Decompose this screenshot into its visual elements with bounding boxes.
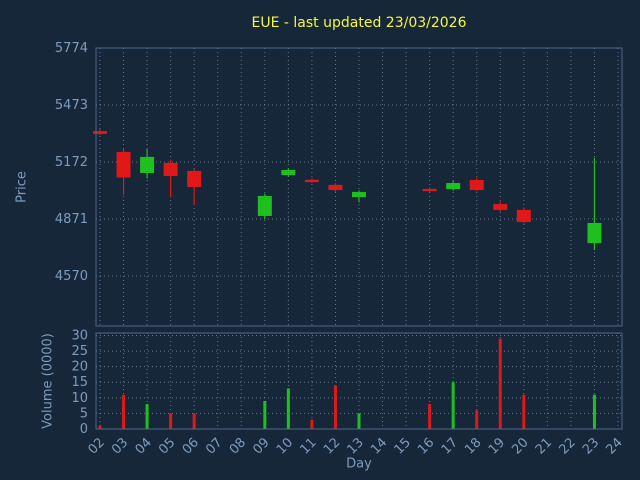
day-tick-label: 08: [227, 435, 249, 457]
day-tick-label: 04: [133, 435, 155, 457]
day-tick-label: 05: [156, 435, 178, 457]
day-tick-label: 21: [533, 435, 555, 457]
volume-bar: [310, 419, 314, 429]
candle-body: [422, 188, 437, 192]
day-tick-label: 13: [345, 435, 367, 457]
candle-body: [352, 191, 366, 198]
day-tick-label: 10: [274, 435, 296, 457]
candle-body: [516, 209, 531, 223]
volume-bar: [475, 410, 479, 429]
candle-body: [140, 156, 155, 173]
candle-body: [163, 162, 178, 177]
day-tick-label: 15: [392, 435, 414, 457]
day-axis-label: Day: [346, 456, 372, 472]
candle-body: [187, 170, 202, 187]
volume-tick-label: 30: [71, 328, 88, 343]
volume-bar: [333, 385, 337, 429]
candle-body: [328, 184, 343, 191]
volume-bar: [498, 338, 502, 429]
volume-tick-label: 5: [80, 406, 88, 421]
volume-bar: [98, 425, 102, 429]
volume-bar: [451, 382, 455, 429]
volume-bar: [192, 413, 196, 429]
volume-bar: [122, 394, 126, 429]
day-tick-label: 19: [486, 435, 508, 457]
volume-bar: [145, 404, 149, 429]
volume-tick-label: 15: [71, 375, 88, 390]
volume-tick-label: 20: [71, 360, 88, 375]
day-tick-label: 22: [556, 435, 578, 457]
volume-bar: [592, 394, 596, 429]
candle-body: [493, 204, 508, 210]
price-tick-label: 4570: [55, 269, 88, 284]
candle-body: [304, 179, 319, 183]
day-tick-label: 02: [86, 435, 108, 457]
day-tick-label: 03: [109, 435, 131, 457]
candle-body: [93, 131, 107, 134]
volume-bar: [357, 413, 361, 429]
volume-bar: [169, 413, 173, 429]
day-tick-label: 17: [439, 435, 461, 457]
candle-body: [116, 151, 131, 178]
candle-body: [587, 222, 602, 244]
price-plot-frame: [95, 47, 623, 327]
volume-tick-label: 10: [71, 391, 88, 406]
day-tick-label: 20: [509, 435, 531, 457]
day-tick-label: 07: [203, 435, 225, 457]
volume-plot-frame: [95, 332, 623, 430]
day-tick-label: 09: [250, 435, 272, 457]
price-tick-label: 5473: [55, 98, 88, 113]
volume-bar: [428, 404, 432, 429]
volume-bar: [286, 388, 290, 429]
day-tick-label: 06: [180, 435, 202, 457]
day-tick-label: 18: [462, 435, 484, 457]
day-tick-label: 16: [415, 435, 437, 457]
price-tick-label: 5774: [55, 41, 88, 56]
volume-bar: [263, 400, 267, 429]
day-tick-label: 23: [580, 435, 602, 457]
candle-body: [469, 179, 484, 191]
day-tick-label: 24: [604, 435, 626, 457]
volume-bar: [522, 394, 526, 429]
candle-body: [257, 195, 272, 216]
day-tick-label: 11: [297, 435, 319, 457]
day-tick-label: 12: [321, 435, 343, 457]
price-tick-label: 5172: [55, 155, 88, 170]
volume-tick-label: 25: [71, 344, 88, 359]
candle-body: [281, 169, 296, 176]
chart-title: EUE - last updated 23/03/2026: [251, 15, 467, 31]
volume-tick-label: 0: [80, 422, 88, 437]
day-tick-label: 14: [368, 435, 390, 457]
candle-body: [446, 183, 461, 190]
price-tick-label: 4871: [55, 212, 88, 227]
